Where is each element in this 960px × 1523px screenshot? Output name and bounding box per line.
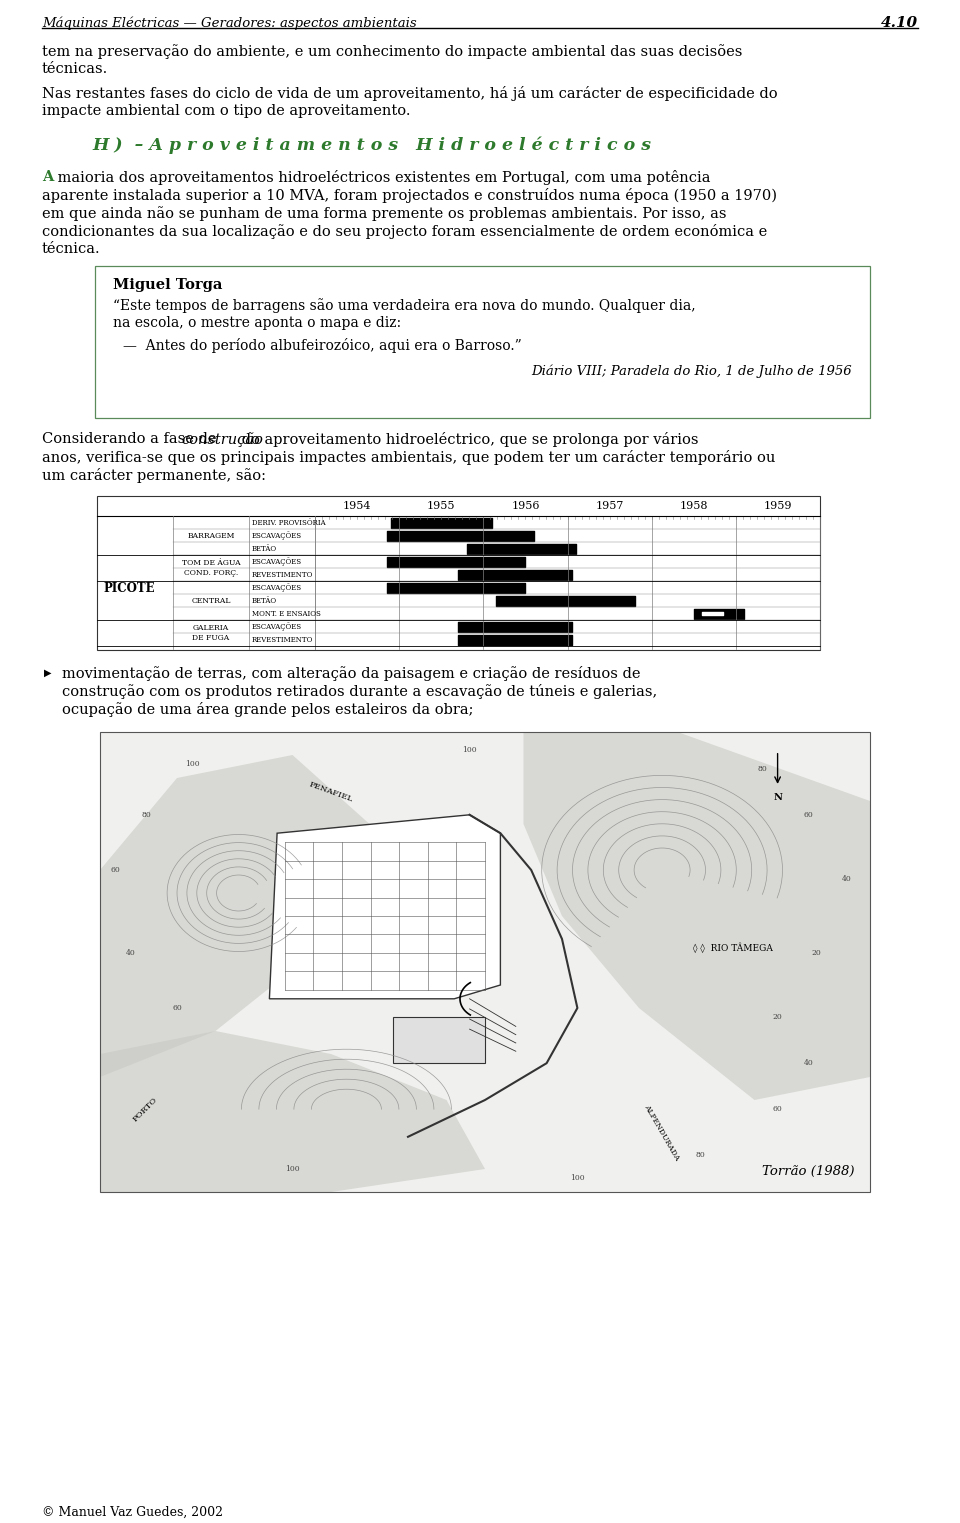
Text: 60: 60 [110, 867, 120, 874]
Text: GALERIA
DE FUGA: GALERIA DE FUGA [192, 624, 229, 641]
Text: aparente instalada superior a 10 MVA, foram projectados e construídos numa época: aparente instalada superior a 10 MVA, fo… [42, 187, 777, 203]
Text: 1954: 1954 [343, 501, 372, 512]
Text: ESCAVAÇÕES: ESCAVAÇÕES [252, 623, 302, 631]
Text: 60: 60 [773, 1106, 782, 1113]
Polygon shape [270, 815, 500, 999]
Text: BETÃO: BETÃO [252, 545, 277, 553]
Text: 1956: 1956 [511, 501, 540, 512]
Text: 100: 100 [185, 760, 200, 768]
Text: impacte ambiental com o tipo de aproveitamento.: impacte ambiental com o tipo de aproveit… [42, 104, 411, 117]
Text: DERIV. PROVISÓRIA: DERIV. PROVISÓRIA [252, 518, 325, 527]
Polygon shape [523, 733, 870, 1100]
Text: 100: 100 [570, 1174, 585, 1182]
Text: Nas restantes fases do ciclo de vida de um aproveitamento, há já um carácter de : Nas restantes fases do ciclo de vida de … [42, 85, 778, 101]
Text: construção com os produtos retirados durante a escavação de túneis e galerias,: construção com os produtos retirados dur… [62, 684, 658, 699]
Text: condicionantes da sua localização e do seu projecto foram essencialmente de orde: condicionantes da sua localização e do s… [42, 224, 767, 239]
Text: PORTO: PORTO [131, 1095, 158, 1122]
Text: 40: 40 [804, 1058, 813, 1068]
FancyBboxPatch shape [95, 267, 870, 417]
Bar [97, 496, 820, 650]
Text: Considerando a fase de: Considerando a fase de [42, 433, 221, 446]
Bar [393, 1017, 485, 1063]
Text: PENAFIEL: PENAFIEL [308, 780, 354, 804]
Text: REVESTIMENTO: REVESTIMENTO [252, 635, 313, 644]
Text: do aproveitamento hidroeléctrico, que se prolonga por vários: do aproveitamento hidroeléctrico, que se… [237, 433, 698, 446]
Text: —  Antes do período albufeirozóico, aqui era o Barroso.”: — Antes do período albufeirozóico, aqui … [123, 338, 521, 353]
Text: 80: 80 [141, 810, 151, 819]
Text: movimentação de terras, com alteração da paisagem e criação de resíduos de: movimentação de terras, com alteração da… [62, 666, 640, 681]
Text: ALPENDURADA: ALPENDURADA [643, 1103, 682, 1162]
Text: ESCAVAÇÕES: ESCAVAÇÕES [252, 557, 302, 567]
Text: 100: 100 [463, 746, 477, 754]
Text: Diário VIII; Paradela do Rio, 1 de Julho de 1956: Diário VIII; Paradela do Rio, 1 de Julho… [532, 364, 852, 378]
Text: N: N [773, 793, 782, 801]
Text: 20: 20 [811, 949, 821, 956]
Text: em que ainda não se punham de uma forma premente os problemas ambientais. Por is: em que ainda não se punham de uma forma … [42, 206, 727, 221]
Text: 1959: 1959 [763, 501, 792, 512]
Text: MONT. E ENSAIOS: MONT. E ENSAIOS [252, 609, 321, 617]
Text: 40: 40 [126, 949, 135, 956]
Text: H )  – A p r o v e i t a m e n t o s   H i d r o e l é c t r i c o s: H ) – A p r o v e i t a m e n t o s H i … [92, 136, 651, 154]
Text: técnicas.: técnicas. [42, 62, 108, 76]
Text: © Manuel Vaz Guedes, 2002: © Manuel Vaz Guedes, 2002 [42, 1506, 223, 1518]
Text: maioria dos aproveitamentos hidroeléctricos existentes em Portugal, com uma potê: maioria dos aproveitamentos hidroeléctri… [53, 171, 710, 184]
Text: técnica.: técnica. [42, 242, 101, 256]
Text: 4.10: 4.10 [881, 17, 918, 30]
Text: CENTRAL: CENTRAL [191, 597, 230, 605]
Text: 1955: 1955 [427, 501, 455, 512]
Text: A: A [42, 171, 54, 184]
Text: PICOTE: PICOTE [103, 582, 155, 594]
Polygon shape [100, 1031, 485, 1193]
Text: 100: 100 [285, 1165, 300, 1173]
Text: 80: 80 [757, 765, 767, 772]
Bar [100, 733, 870, 1193]
Text: 1958: 1958 [680, 501, 708, 512]
Polygon shape [100, 755, 370, 1077]
Text: 60: 60 [804, 810, 813, 819]
Text: ocupação de uma área grande pelos estaleiros da obra;: ocupação de uma área grande pelos estale… [62, 702, 473, 717]
Text: 40: 40 [842, 876, 852, 883]
Text: um carácter permanente, são:: um carácter permanente, são: [42, 468, 266, 483]
Text: BETÃO: BETÃO [252, 597, 277, 605]
Text: 1957: 1957 [595, 501, 624, 512]
Text: BARRAGEM: BARRAGEM [187, 532, 234, 539]
Text: 60: 60 [172, 1004, 181, 1011]
Text: ◊ ◊  RIO TÂMEGA: ◊ ◊ RIO TÂMEGA [693, 943, 773, 953]
Text: ▶: ▶ [44, 669, 52, 678]
Text: tem na preservação do ambiente, e um conhecimento do impacte ambiental das suas : tem na preservação do ambiente, e um con… [42, 44, 742, 59]
Bar [100, 733, 870, 1193]
Text: construção: construção [181, 433, 263, 446]
Text: REVESTIMENTO: REVESTIMENTO [252, 571, 313, 579]
Text: anos, verifica-se que os principais impactes ambientais, que podem ter um caráct: anos, verifica-se que os principais impa… [42, 449, 776, 465]
Text: Máquinas Eléctricas — Geradores: aspectos ambientais: Máquinas Eléctricas — Geradores: aspecto… [42, 17, 417, 29]
Text: Torrão (1988): Torrão (1988) [762, 1165, 854, 1179]
Text: Miguel Torga: Miguel Torga [113, 279, 223, 292]
Text: ESCAVAÇÕES: ESCAVAÇÕES [252, 532, 302, 539]
Text: TOM DE ÁGUA
COND. FORÇ.: TOM DE ÁGUA COND. FORÇ. [181, 559, 240, 577]
Text: 20: 20 [773, 1013, 782, 1022]
Text: 80: 80 [696, 1151, 706, 1159]
Text: ESCAVAÇÕES: ESCAVAÇÕES [252, 583, 302, 592]
Text: “Este tempos de barragens são uma verdadeira era nova do mundo. Qualquer dia,: “Este tempos de barragens são uma verdad… [113, 299, 696, 312]
Text: na escola, o mestre aponta o mapa e diz:: na escola, o mestre aponta o mapa e diz: [113, 315, 401, 330]
